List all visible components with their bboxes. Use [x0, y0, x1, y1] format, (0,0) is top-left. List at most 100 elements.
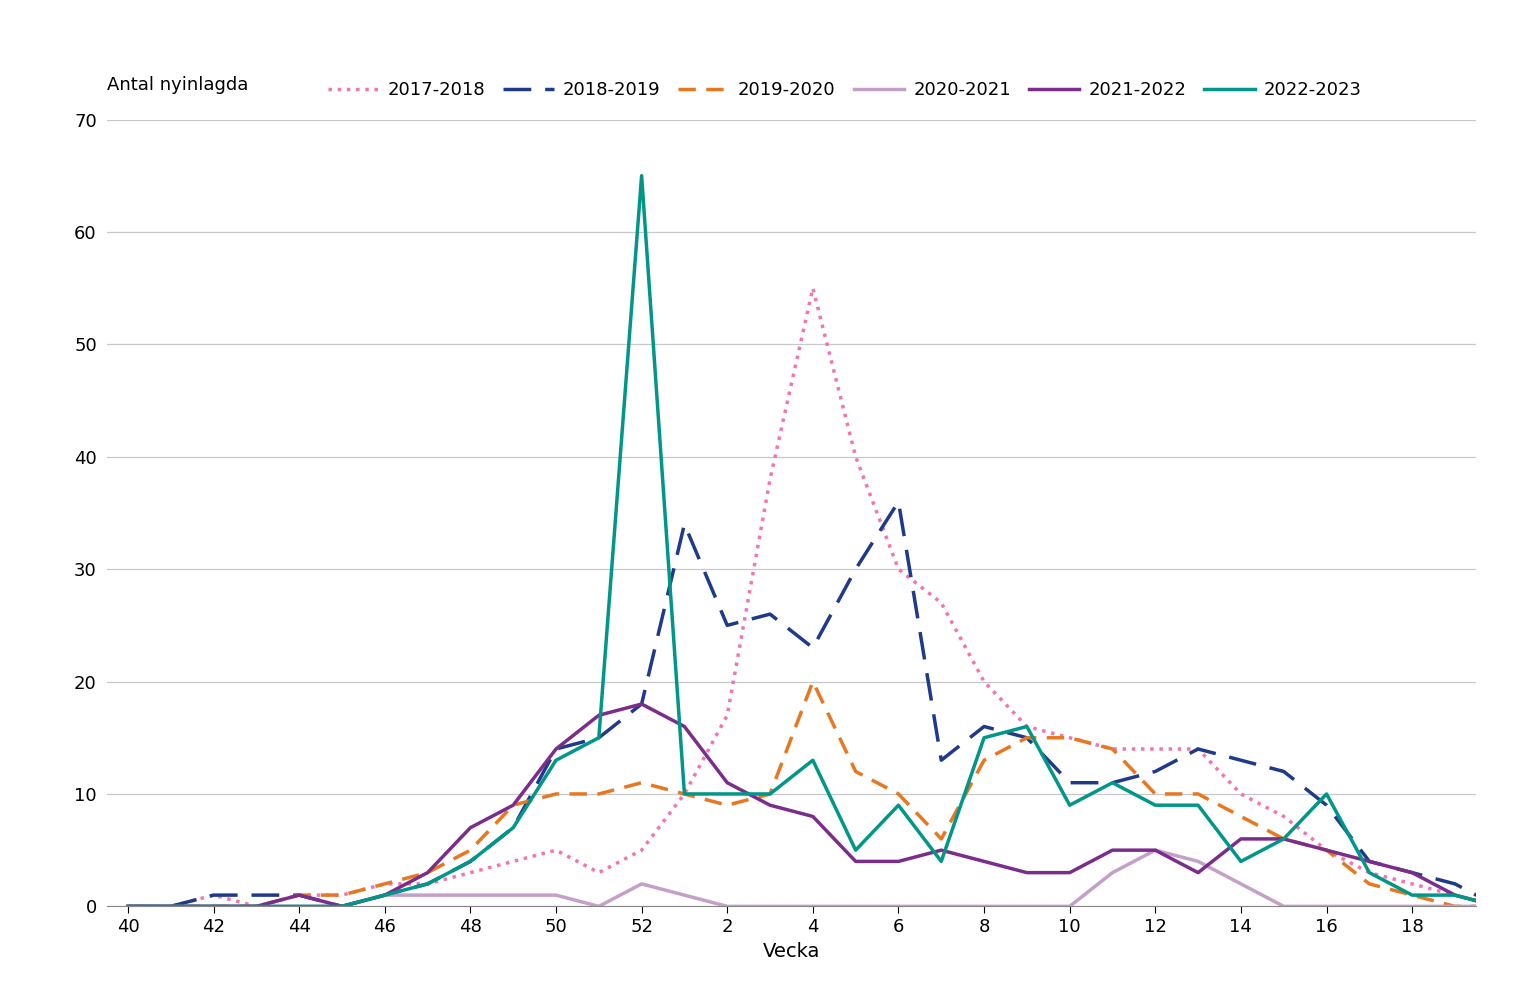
2020-2021: [1103, 867, 1122, 878]
2018-2019: [461, 856, 479, 868]
2020-2021: [291, 900, 309, 912]
2018-2019: [1489, 900, 1507, 912]
2022-2023: [1403, 889, 1422, 901]
2021-2022: [1103, 845, 1122, 857]
2021-2022: [633, 698, 651, 710]
2018-2019: [761, 609, 779, 621]
2018-2019: [119, 900, 137, 912]
2017-2018: [119, 900, 137, 912]
2017-2018: [333, 889, 352, 901]
2019-2020: [1403, 889, 1422, 901]
2019-2020: [1361, 877, 1379, 889]
2022-2023: [1103, 777, 1122, 789]
2018-2019: [204, 889, 222, 901]
2019-2020: [761, 788, 779, 800]
2020-2021: [676, 889, 694, 901]
2021-2022: [1018, 867, 1036, 878]
2018-2019: [976, 720, 994, 732]
2021-2022: [1403, 867, 1422, 878]
2019-2020: [546, 788, 565, 800]
2022-2023: [1489, 900, 1507, 912]
2017-2018: [247, 900, 265, 912]
2018-2019: [161, 900, 180, 912]
2021-2022: [676, 720, 694, 732]
2018-2019: [1446, 877, 1464, 889]
2017-2018: [291, 889, 309, 901]
2019-2020: [376, 877, 394, 889]
2019-2020: [1318, 845, 1336, 857]
2020-2021: [1361, 900, 1379, 912]
2020-2021: [1274, 900, 1292, 912]
2019-2020: [1018, 732, 1036, 744]
2020-2021: [761, 900, 779, 912]
2018-2019: [633, 698, 651, 710]
2021-2022: [846, 856, 864, 868]
2018-2019: [1061, 777, 1079, 789]
2019-2020: [1231, 811, 1250, 823]
2022-2023: [804, 754, 822, 766]
2020-2021: [419, 889, 437, 901]
2021-2022: [1061, 867, 1079, 878]
2017-2018: [1403, 877, 1422, 889]
2019-2020: [804, 675, 822, 687]
2019-2020: [1274, 833, 1292, 845]
2017-2018: [1189, 743, 1207, 755]
2017-2018: [1361, 867, 1379, 878]
2018-2019: [333, 900, 352, 912]
2022-2023: [1231, 856, 1250, 868]
2021-2022: [718, 777, 737, 789]
2020-2021: [546, 889, 565, 901]
2020-2021: [589, 900, 607, 912]
2022-2023: [761, 788, 779, 800]
2019-2020: [119, 900, 137, 912]
2018-2019: [804, 641, 822, 653]
2022-2023: [1189, 799, 1207, 811]
2017-2018: [419, 877, 437, 889]
2019-2020: [504, 799, 522, 811]
2021-2022: [333, 900, 352, 912]
Line: 2022-2023: 2022-2023: [128, 175, 1498, 906]
2022-2023: [119, 900, 137, 912]
2017-2018: [846, 451, 864, 463]
2019-2020: [1061, 732, 1079, 744]
2022-2023: [846, 845, 864, 857]
2019-2020: [676, 788, 694, 800]
2019-2020: [1189, 788, 1207, 800]
2020-2021: [931, 900, 950, 912]
2019-2020: [461, 845, 479, 857]
2018-2019: [1189, 743, 1207, 755]
2020-2021: [504, 889, 522, 901]
2022-2023: [633, 169, 651, 181]
2017-2018: [461, 867, 479, 878]
2017-2018: [376, 877, 394, 889]
2019-2020: [419, 867, 437, 878]
2021-2022: [889, 856, 907, 868]
2021-2022: [161, 900, 180, 912]
2021-2022: [461, 822, 479, 834]
2021-2022: [419, 867, 437, 878]
2017-2018: [804, 282, 822, 294]
2022-2023: [419, 877, 437, 889]
2021-2022: [1489, 900, 1507, 912]
2020-2021: [1018, 900, 1036, 912]
2018-2019: [546, 743, 565, 755]
2022-2023: [546, 754, 565, 766]
2021-2022: [1361, 856, 1379, 868]
2019-2020: [1103, 743, 1122, 755]
2021-2022: [1446, 889, 1464, 901]
2019-2020: [161, 900, 180, 912]
2018-2019: [931, 754, 950, 766]
2017-2018: [676, 788, 694, 800]
Line: 2018-2019: 2018-2019: [128, 502, 1498, 906]
2021-2022: [931, 845, 950, 857]
2021-2022: [247, 900, 265, 912]
2020-2021: [1231, 877, 1250, 889]
2019-2020: [846, 766, 864, 778]
2021-2022: [376, 889, 394, 901]
2017-2018: [633, 845, 651, 857]
2017-2018: [204, 889, 222, 901]
2022-2023: [204, 900, 222, 912]
2021-2022: [204, 900, 222, 912]
2019-2020: [1489, 900, 1507, 912]
2017-2018: [504, 856, 522, 868]
